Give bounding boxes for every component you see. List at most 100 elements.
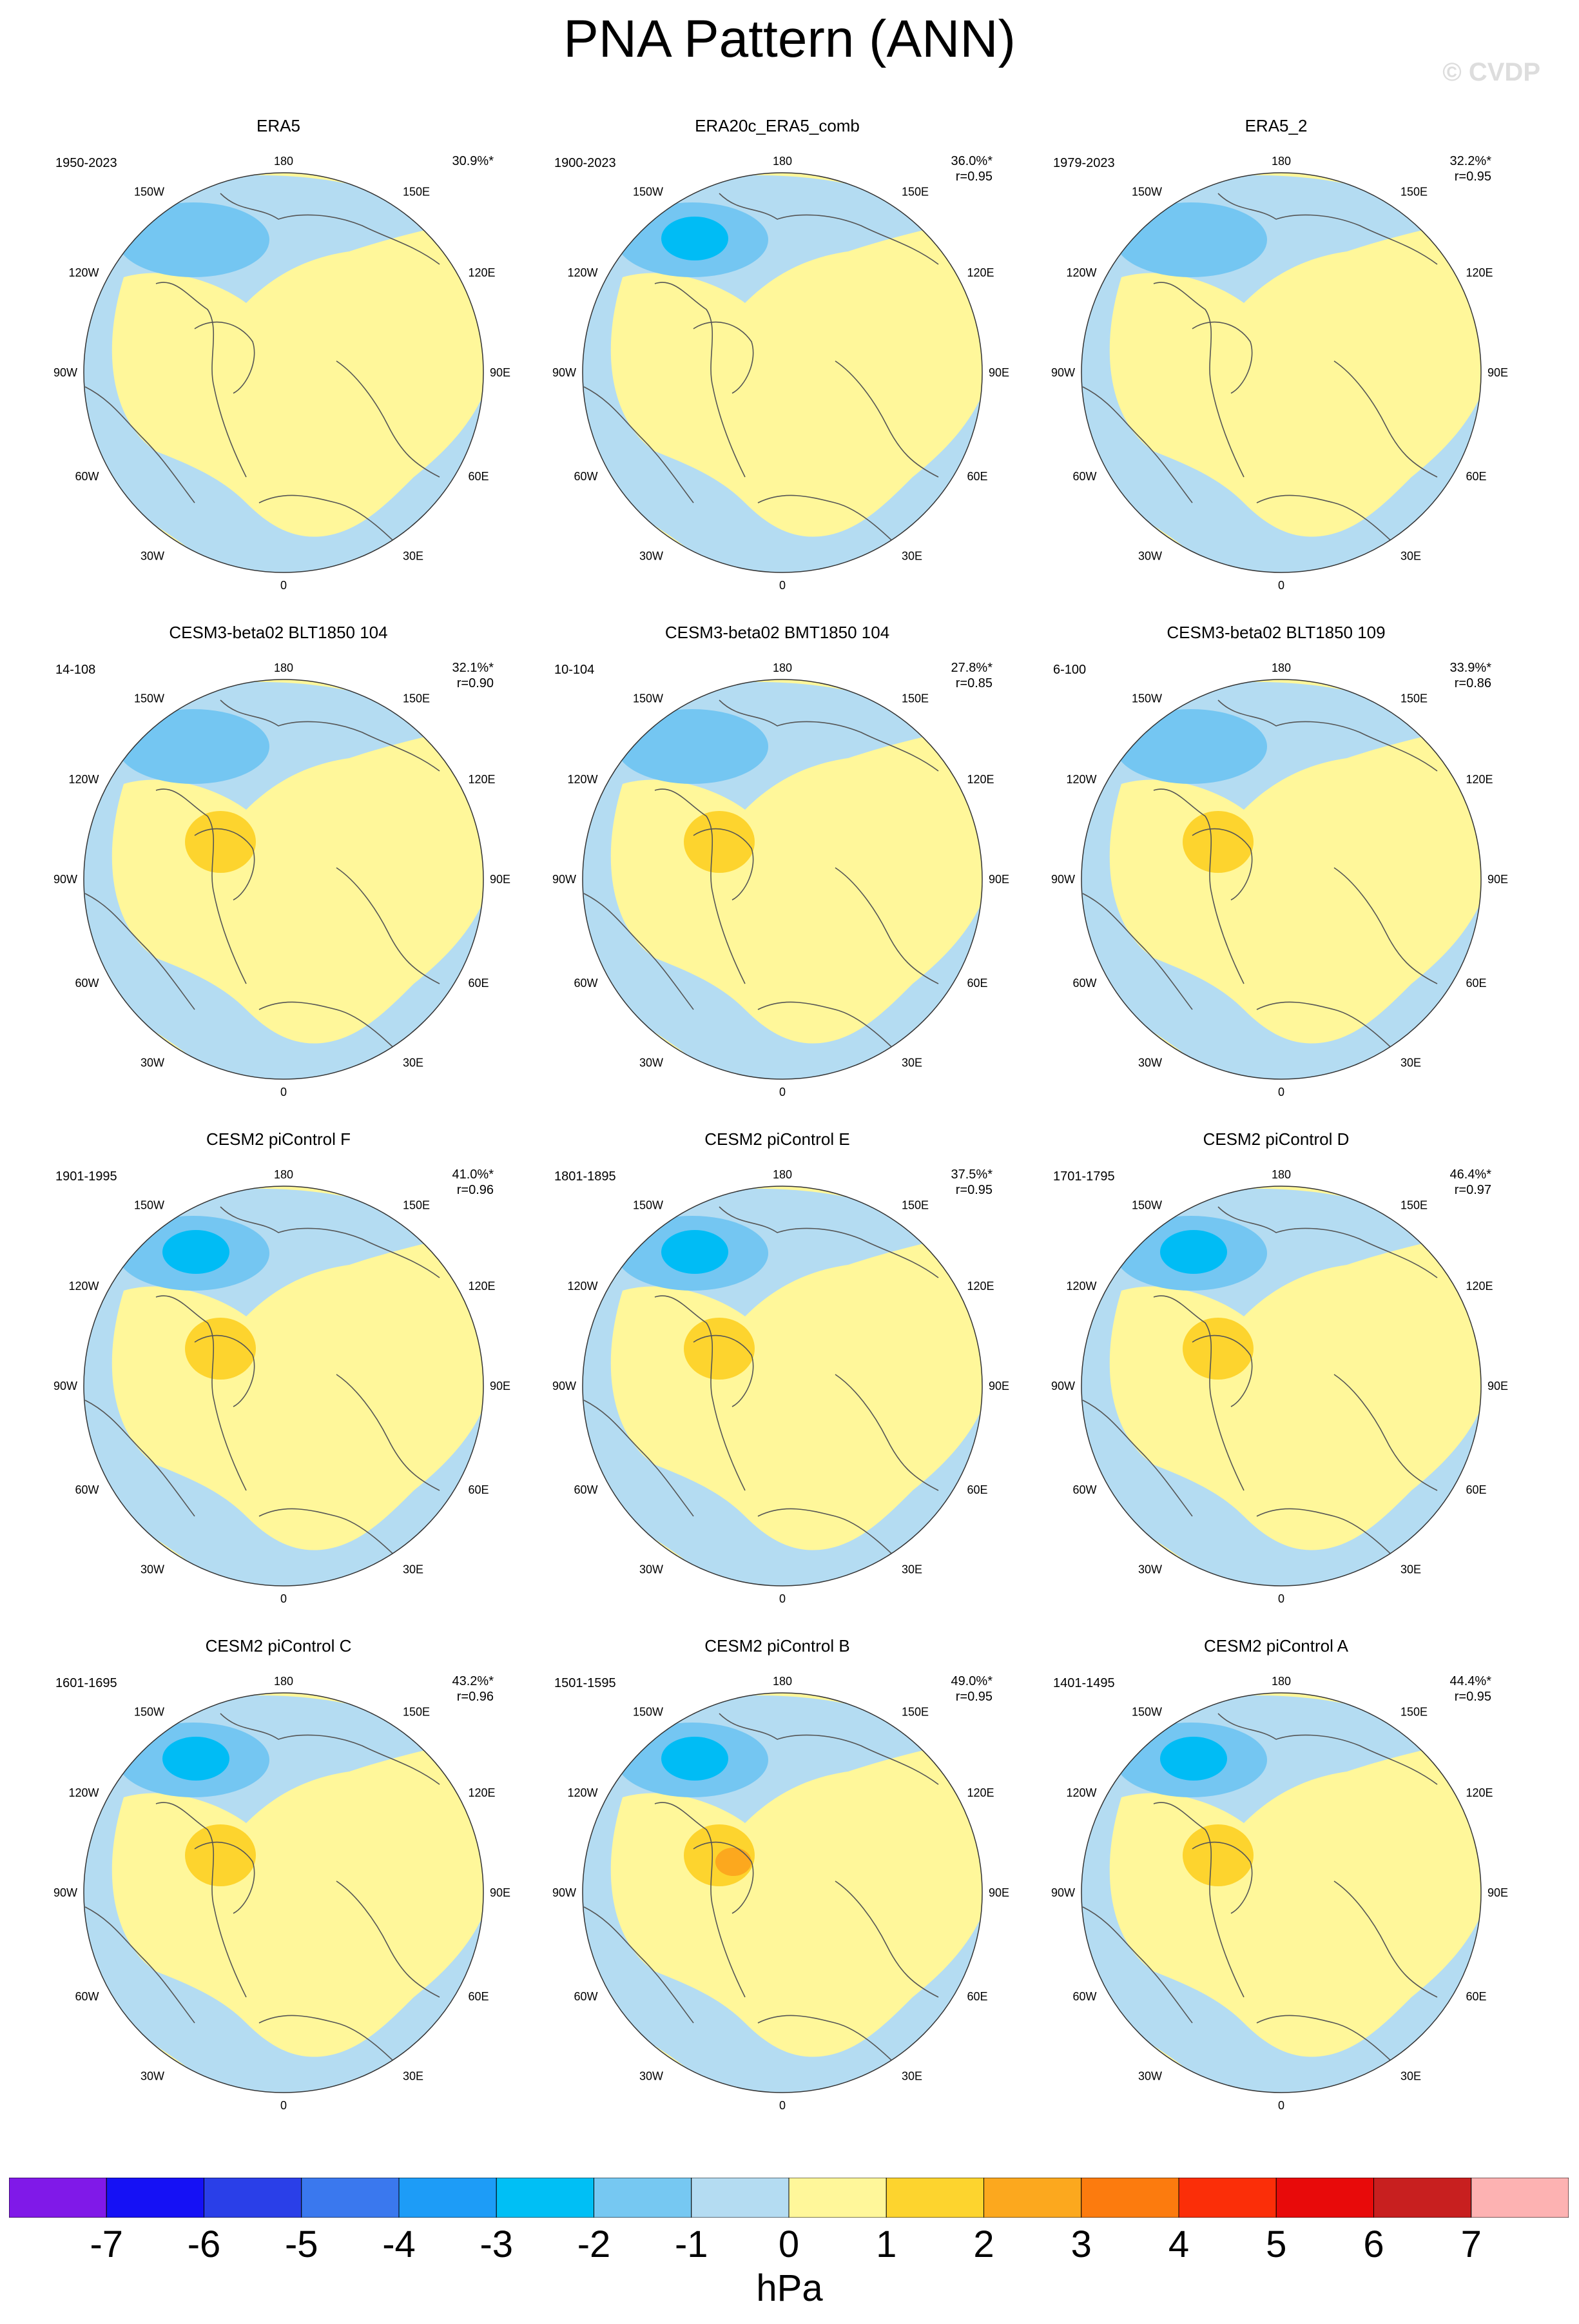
longitude-label: 120E [1466,1786,1493,1799]
coastline [1153,1295,1245,1491]
longitude-label: 90E [989,873,1009,886]
polar-map: 180 0 150W 150E 120W 120E 90W 90E 60W 60E 30W 30E [552,1168,1009,1605]
polar-map: 180 0 150W 150E 120W 120E 90W 90E 60W 60E 30W 30E [1051,661,1508,1099]
pattern-correlation: r=0.96 [456,1183,494,1197]
panel-title: CESM2 piControl B [704,1636,850,1655]
negative-anomaly-center [117,709,269,784]
map-boundary [83,1186,484,1587]
positive-anomaly-center [185,811,256,873]
longitude-label: 0 [779,1086,786,1099]
figure-title: PNA Pattern (ANN) [563,10,1016,68]
panel-stats: 41.0%* r=0.96 [452,1167,494,1198]
coastline [835,1880,939,1998]
longitude-label: 0 [1278,1086,1284,1099]
panel-title: CESM2 piControl C [205,1636,352,1655]
coastline [583,1400,694,1517]
colorbar-swatch [204,2178,302,2218]
longitude-label: 30W [1138,1056,1162,1069]
longitude-label: 30W [140,549,164,562]
map-boundary [1081,172,1482,573]
coastline [719,699,939,772]
polar-map: 180 0 150W 150E 120W 120E 90W 90E 60W 60E 30W 30E [53,1168,510,1605]
map-panel: 180 0 150W 150E 120W 120E 90W 90E 60W 60E 30W 30E CE… [526,623,1029,1132]
longitude-label: 150W [1132,1706,1162,1719]
longitude-label: 180 [773,661,792,674]
colorbar-swatch [691,2178,790,2218]
longitude-label: 60E [967,977,987,990]
panel-stats: 43.2%* r=0.96 [452,1674,494,1704]
longitude-label: 90W [1051,873,1075,886]
pattern-correlation: r=0.97 [1454,1183,1491,1197]
longitude-label: 30W [140,1563,164,1576]
panel-stats: 46.4%* r=0.97 [1450,1167,1492,1198]
coastline [1192,828,1253,901]
longitude-label: 90W [552,1886,576,1899]
longitude-label: 60E [967,1483,987,1496]
panel-period: 1601-1695 [55,1676,117,1690]
coastline [1153,1802,1245,1998]
colorbar-tick-label: 5 [1266,2223,1287,2265]
longitude-label: 30E [403,2069,423,2082]
colorbar-swatch [886,2178,984,2218]
longitude-label: 120W [69,1786,99,1799]
coastline [84,1906,195,2024]
longitude-label: 120W [568,266,598,279]
longitude-label: 180 [274,661,293,674]
longitude-label: 60E [468,1483,489,1496]
longitude-label: 30W [1138,1563,1162,1576]
coastline [1217,1713,1438,1785]
longitude-label: 60W [75,1483,99,1496]
longitude-label: 120E [1466,773,1493,786]
longitude-label: 180 [1272,661,1291,674]
coastline [1192,1841,1253,1914]
longitude-label: 150E [1400,1706,1428,1719]
coastline [1333,1880,1438,1998]
longitude-label: 120W [69,1280,99,1293]
pattern-correlation: r=0.90 [456,676,494,690]
coastline [654,788,746,984]
longitude-label: 90W [552,873,576,886]
colorbar-tick-label: -6 [187,2223,221,2265]
explained-variance: 37.5%* [951,1167,993,1182]
longitude-label: 180 [773,1168,792,1181]
longitude-label: 150W [1132,692,1162,705]
coastline [583,893,694,1010]
colorbar-swatch [1081,2178,1179,2218]
longitude-label: 180 [1272,1675,1291,1688]
pattern-correlation: r=0.95 [955,170,993,184]
longitude-label: 30W [639,1056,663,1069]
coastline [194,1334,255,1407]
explained-variance: 46.4%* [1449,1167,1492,1182]
longitude-label: 0 [1278,1592,1284,1605]
longitude-label: 90E [490,1886,510,1899]
coastline [1256,1001,1412,1068]
units-label: hPa [756,2267,823,2309]
positive-anomaly-center [1183,1824,1254,1886]
longitude-label: 150E [902,1706,929,1719]
longitude-label: 150E [403,692,430,705]
colorbar-tick-label: 1 [876,2223,897,2265]
panel-period: 6-100 [1053,663,1087,677]
panel-title: CESM3-beta02 BMT1850 104 [664,623,890,642]
panel-stats: 32.1%* r=0.90 [452,660,494,691]
longitude-label: 90W [53,1380,77,1392]
longitude-label: 60W [75,470,99,483]
longitude-label: 90E [1487,873,1508,886]
coastline [1082,1400,1193,1517]
longitude-label: 30E [902,1056,922,1069]
longitude-label: 90W [1051,366,1075,379]
longitude-label: 150W [134,1199,164,1212]
positive-anomaly-center [684,1318,755,1380]
panel-title: CESM2 piControl E [704,1129,850,1149]
coastline [757,2015,913,2082]
coastline [693,1334,754,1407]
colorbar-tick-label: -7 [90,2223,124,2265]
longitude-label: 120W [1067,1280,1097,1293]
explained-variance: 30.9%* [452,154,494,168]
coastline [220,1713,440,1785]
longitude-label: 120W [69,773,99,786]
longitude-label: 60E [468,470,489,483]
longitude-label: 120W [1067,773,1097,786]
pattern-correlation: r=0.95 [1454,170,1491,184]
map-panel: 180 0 150W 150E 120W 120E 90W 90E 60W 60E 30W 30E CE… [1025,623,1527,1132]
